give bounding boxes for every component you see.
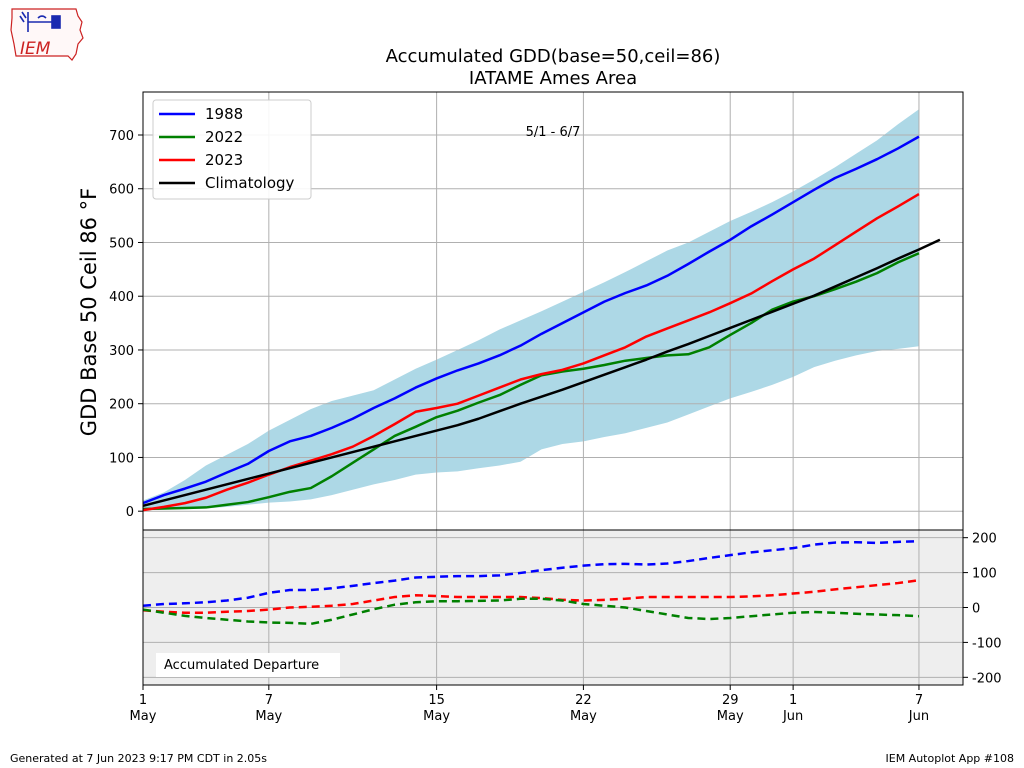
series-line-climatology — [142, 238, 941, 508]
y-tick-label: 400 — [109, 290, 134, 305]
series-line-1988 — [142, 135, 920, 505]
chart-title: Accumulated GDD(base=50,ceil=86) — [386, 46, 721, 67]
legend-entry: 1988 — [205, 105, 243, 123]
departure-tick-label: -100 — [972, 636, 1002, 651]
departure-tick-label: 200 — [972, 532, 997, 547]
y-tick-label: 500 — [109, 236, 134, 251]
range-band — [143, 109, 919, 511]
top-panel: 0 100 200 300 400 500 600 700 5/1 - 6/7 1988 2022 2… — [109, 91, 964, 531]
x-tick-month-label: May — [717, 709, 744, 724]
iowa-map-icon: IEM — [10, 8, 84, 61]
y-tick-label: 700 — [109, 129, 134, 144]
x-tick-month-label: May — [423, 709, 450, 724]
x-tick-month-label: May — [255, 709, 282, 724]
app-label: IEM Autoplot App #108 — [885, 752, 1015, 765]
legend-entry: 2022 — [205, 128, 243, 146]
weather-station-icon — [19, 11, 61, 32]
legend-entry: Climatology — [205, 174, 295, 192]
x-tick-label: 15 — [428, 693, 445, 708]
generated-timestamp: Generated at 7 Jun 2023 9:17 PM CDT in 2… — [10, 752, 268, 765]
x-tick-label: 1 — [789, 693, 797, 708]
departure-line-1988 — [142, 539, 920, 608]
legend-box — [152, 99, 312, 200]
x-tick-label: 7 — [265, 693, 273, 708]
y-tick-label: 0 — [126, 505, 134, 520]
legend-entry: 2023 — [205, 151, 243, 169]
date-range-annotation: 5/1 - 6/7 — [526, 125, 581, 140]
y-tick-label: 200 — [109, 398, 134, 413]
x-tick-label: 7 — [915, 693, 923, 708]
departure-tick-label: 100 — [972, 567, 997, 582]
x-tick-month-label: Jun — [782, 709, 803, 724]
departure-line-2022 — [142, 597, 920, 626]
y-tick-label: 600 — [109, 183, 134, 198]
departure-tick-label: 0 — [972, 602, 980, 617]
legend: 1988 2022 2023 Climatology — [152, 99, 312, 200]
logo-text: IEM — [20, 39, 51, 59]
x-tick-label: 22 — [575, 693, 592, 708]
departure-label-box — [156, 653, 340, 677]
y-tick-label: 300 — [109, 344, 134, 359]
bottom-plot-frame — [142, 529, 964, 686]
x-tick-label: 1 — [139, 693, 147, 708]
x-tick-label: 29 — [722, 693, 739, 708]
x-tick-month-label: May — [130, 709, 157, 724]
chart-subtitle: IATAME Ames Area — [469, 68, 637, 89]
y-axis-label: GDD Base 50 Ceil 86 °F — [77, 188, 101, 436]
x-tick-month-label: Jun — [908, 709, 929, 724]
series-line-2022 — [142, 252, 920, 511]
x-tick-month-label: May — [570, 709, 597, 724]
y-tick-label: 100 — [109, 451, 134, 466]
departure-tick-label: -200 — [972, 671, 1002, 686]
departure-panel: 200 100 0 -100 -200 Accumulated Departure — [142, 529, 1002, 686]
iem-logo: IEM — [8, 6, 84, 64]
departure-label: Accumulated Departure — [164, 658, 319, 673]
